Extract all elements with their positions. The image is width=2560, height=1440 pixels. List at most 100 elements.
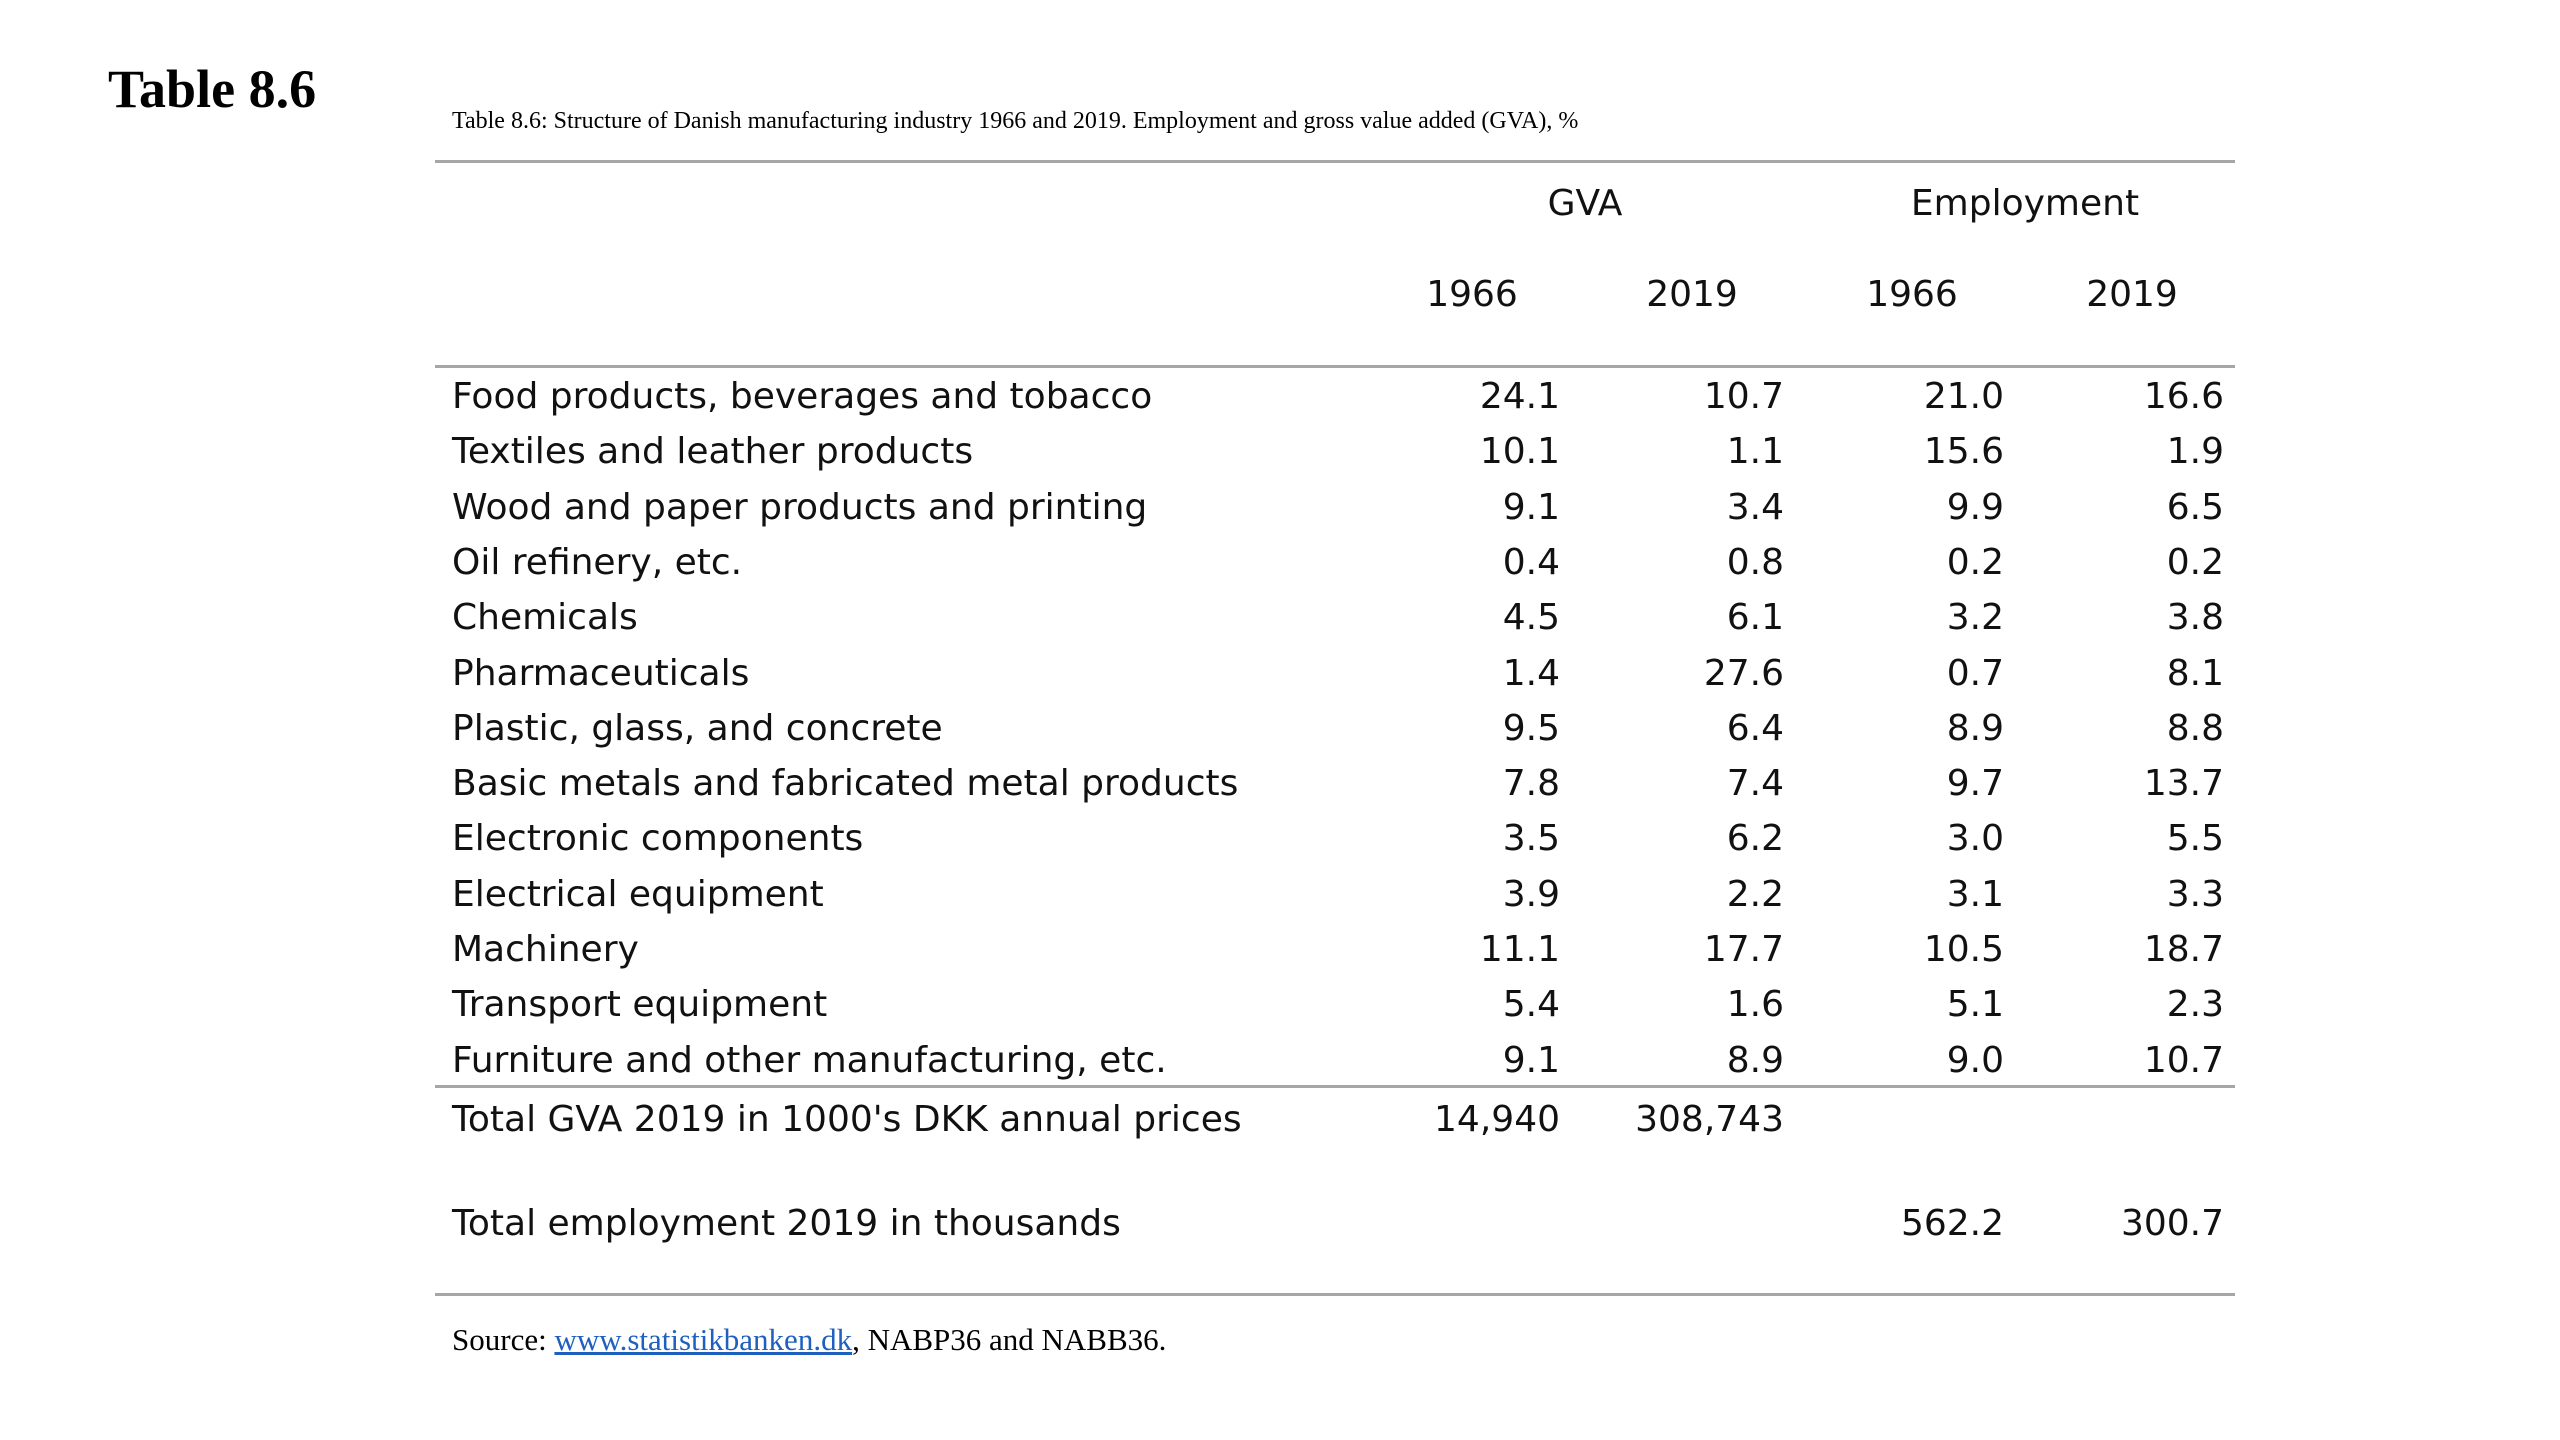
row-employment-2019: 16.6 [2143, 376, 2224, 417]
source-note: Source: www.statistikbanken.dk, NABP36 a… [452, 1318, 1166, 1362]
row-label: Transport equipment [452, 984, 828, 1026]
row-gva-2019: 10.7 [1703, 376, 1784, 417]
row-employment-2019: 6.5 [2166, 486, 2224, 528]
row-label: Plastic, glass, and concrete [452, 707, 943, 749]
row-gva-2019: 6.2 [1726, 818, 1784, 860]
header-gva-1966: 1966 [1426, 274, 1518, 315]
table-row: Textiles and leather products 10.1 1.1 15.6… [0, 425, 2560, 479]
row-gva-1966: 10.1 [1479, 431, 1560, 473]
row-label: Textiles and leather products [452, 431, 974, 473]
header-employment: Employment [1910, 183, 2140, 224]
row-employment-1966: 9.0 [1946, 1039, 2004, 1081]
total-employment-row: Total employment 2019 in thousands 562.2… [0, 1197, 2560, 1251]
source-link[interactable]: www.statistikbanken.dk [554, 1322, 853, 1357]
row-gva-1966: 9.5 [1502, 707, 1560, 749]
table-row: Machinery 11.1 17.7 10.5 18.7 [0, 923, 2560, 977]
row-gva-1966: 5.4 [1502, 984, 1560, 1026]
row-employment-1966: 0.7 [1946, 652, 2004, 694]
table-row: Electronic components 3.5 6.2 3.0 5.5 [0, 812, 2560, 866]
row-gva-2019: 1.1 [1726, 431, 1784, 473]
table-row: Chemicals 4.5 6.1 3.2 3.8 [0, 591, 2560, 645]
table-row: Basic metals and fabricated metal produc… [0, 757, 2560, 811]
row-label: Food products, beverages and tobacco [452, 376, 1153, 417]
row-employment-2019: 13.7 [2143, 763, 2224, 805]
row-gva-1966: 4.5 [1502, 597, 1560, 639]
row-employment-2019: 8.8 [2166, 707, 2224, 749]
total-employment-label: Total employment 2019 in thousands [452, 1203, 1121, 1244]
source-suffix: , NABP36 and NABB36. [852, 1322, 1167, 1357]
total-gva-2019: 308,743 [1635, 1099, 1784, 1140]
header-employment-2019: 2019 [2086, 274, 2178, 315]
header-rule [435, 365, 2235, 368]
total-employment-1966: 562.2 [1900, 1203, 2004, 1244]
row-gva-2019: 1.6 [1726, 984, 1784, 1026]
table-bottom-rule [435, 1293, 2235, 1296]
row-gva-2019: 6.1 [1726, 597, 1784, 639]
row-employment-1966: 9.9 [1946, 486, 2004, 528]
row-employment-2019: 2.3 [2166, 984, 2224, 1026]
total-gva-label: Total GVA 2019 in 1000's DKK annual pric… [452, 1099, 1242, 1140]
slide-title: Table 8.6 [108, 59, 317, 119]
row-employment-1966: 8.9 [1946, 707, 2004, 749]
header-gva-2019: 2019 [1646, 274, 1738, 315]
row-employment-2019: 10.7 [2143, 1039, 2224, 1081]
table-row: Transport equipment 5.4 1.6 5.1 2.3 [0, 978, 2560, 1032]
row-gva-1966: 9.1 [1502, 486, 1560, 528]
row-label: Pharmaceuticals [452, 652, 750, 694]
row-gva-2019: 7.4 [1726, 763, 1784, 805]
row-employment-1966: 3.2 [1946, 597, 2004, 639]
row-gva-2019: 0.8 [1726, 541, 1784, 583]
table-row: Wood and paper products and printing 9.1 3… [0, 481, 2560, 535]
row-employment-1966: 10.5 [1923, 929, 2004, 970]
row-gva-1966: 24.1 [1479, 376, 1560, 417]
row-gva-1966: 0.4 [1502, 541, 1560, 583]
table-caption: Table 8.6: Structure of Danish manufactu… [452, 108, 1579, 134]
row-gva-1966: 3.5 [1502, 818, 1560, 860]
table-row: Furniture and other manufacturing, etc. 9… [0, 1034, 2560, 1088]
table-top-rule [435, 160, 2235, 163]
row-label: Electrical equipment [452, 873, 824, 915]
row-employment-1966: 3.1 [1946, 873, 2004, 915]
total-gva-row: Total GVA 2019 in 1000's DKK annual pric… [0, 1093, 2560, 1147]
row-label: Basic metals and fabricated metal produc… [452, 763, 1239, 805]
row-gva-1966: 11.1 [1479, 929, 1560, 970]
row-gva-2019: 17.7 [1703, 929, 1784, 970]
header-gva: GVA [1547, 183, 1623, 224]
row-employment-1966: 15.6 [1923, 431, 2004, 473]
row-gva-2019: 27.6 [1703, 652, 1784, 694]
row-gva-2019: 6.4 [1726, 707, 1784, 749]
row-employment-2019: 18.7 [2143, 929, 2224, 970]
source-prefix: Source: [452, 1322, 555, 1357]
row-gva-2019: 2.2 [1726, 873, 1784, 915]
row-employment-2019: 0.2 [2166, 541, 2224, 583]
table-row: Food products, beverages and tobacco 24.1… [0, 370, 2560, 424]
row-gva-1966: 1.4 [1502, 652, 1560, 694]
total-gva-1966: 14,940 [1434, 1099, 1560, 1140]
table-row: Pharmaceuticals 1.4 27.6 0.7 8.1 [0, 647, 2560, 701]
row-employment-2019: 5.5 [2166, 818, 2224, 860]
row-gva-1966: 7.8 [1502, 763, 1560, 805]
row-employment-1966: 21.0 [1923, 376, 2004, 417]
table-row: Plastic, glass, and concrete 9.5 6.4 8.9 8.8 [0, 702, 2560, 756]
row-employment-1966: 5.1 [1946, 984, 2004, 1026]
row-label: Machinery [452, 929, 639, 970]
row-label: Wood and paper products and printing [452, 486, 1148, 528]
row-gva-1966: 3.9 [1502, 873, 1560, 915]
row-employment-2019: 8.1 [2166, 652, 2224, 694]
header-employment-1966: 1966 [1866, 274, 1958, 315]
totals-rule [435, 1085, 2235, 1088]
row-employment-2019: 3.3 [2166, 873, 2224, 915]
row-label: Furniture and other manufacturing, etc. [452, 1039, 1167, 1081]
row-employment-1966: 9.7 [1946, 763, 2004, 805]
row-employment-1966: 3.0 [1946, 818, 2004, 860]
row-gva-2019: 8.9 [1726, 1039, 1784, 1081]
table-row: Electrical equipment 3.9 2.2 3.1 3.3 [0, 868, 2560, 922]
row-employment-1966: 0.2 [1946, 541, 2004, 583]
table-row: Oil refinery, etc. 0.4 0.8 0.2 0.2 [0, 536, 2560, 590]
total-employment-2019: 300.7 [2120, 1203, 2224, 1244]
row-label: Chemicals [452, 597, 638, 639]
row-label: Electronic components [452, 818, 864, 860]
row-label: Oil refinery, etc. [452, 541, 743, 583]
row-employment-2019: 1.9 [2166, 431, 2224, 473]
row-gva-2019: 3.4 [1726, 486, 1784, 528]
